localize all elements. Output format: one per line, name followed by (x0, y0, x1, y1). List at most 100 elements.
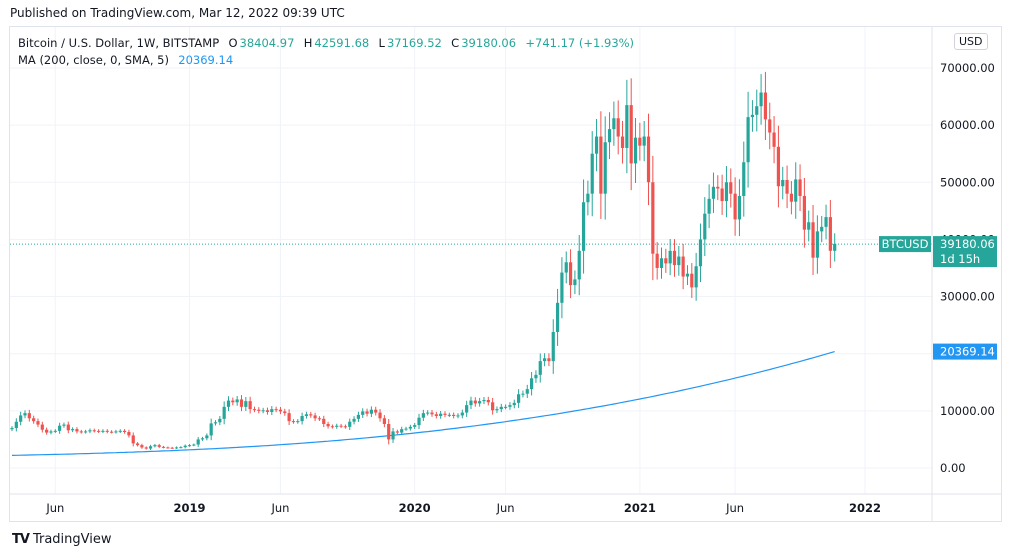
candle-body (525, 389, 529, 394)
candle-body (789, 193, 793, 202)
candle-body (105, 430, 109, 432)
candle (724, 166, 729, 218)
footer: TV TradingView (12, 532, 111, 547)
candle (794, 162, 798, 219)
candle-body (200, 438, 205, 440)
candle (309, 411, 313, 418)
candle (530, 371, 534, 396)
candle (19, 411, 23, 426)
candle (465, 400, 469, 417)
candle (616, 100, 620, 155)
candle (343, 424, 348, 429)
candle-body (811, 222, 815, 258)
y-tick-label: 60000.00 (940, 118, 995, 132)
candle (23, 410, 27, 419)
candle-body (109, 431, 114, 433)
candle (577, 234, 581, 296)
candle (161, 445, 166, 449)
candle (153, 443, 157, 448)
candle (651, 155, 655, 281)
candle-body (802, 195, 806, 230)
candle-body (755, 106, 759, 115)
candle (144, 446, 148, 450)
candle (278, 407, 283, 415)
candle-body (330, 426, 335, 428)
candle (300, 412, 304, 425)
candle-body (538, 361, 542, 375)
candle-body (79, 431, 83, 433)
candle (720, 174, 724, 215)
candle-body (71, 429, 75, 431)
candle-body (296, 421, 300, 423)
candle-body (144, 447, 148, 449)
candle (127, 429, 131, 438)
candle-body (638, 137, 642, 146)
candle (157, 443, 161, 449)
y-tick-label: 70000.00 (940, 61, 995, 75)
candle (53, 429, 57, 434)
candle-body (542, 358, 547, 362)
candle-body (122, 430, 127, 432)
candle-body (642, 136, 646, 146)
candle (239, 395, 244, 412)
candle-body (742, 162, 746, 196)
candle (759, 74, 763, 125)
candle (49, 429, 53, 435)
candle (378, 409, 382, 422)
legend-high: 42591.68 (314, 36, 370, 50)
candle-body (97, 430, 101, 432)
candle-body (235, 399, 239, 403)
candle (517, 389, 521, 408)
x-tick-label: Jun (725, 501, 744, 515)
footer-brand[interactable]: TradingView (32, 532, 112, 547)
candle-body (612, 118, 616, 130)
legend-ma-row[interactable]: MA (200, close, 0, SMA, 5) 20369.14 (18, 52, 636, 69)
candle (261, 407, 265, 414)
candle-body (594, 136, 599, 154)
candle-body (369, 409, 373, 414)
candle-body (434, 414, 438, 416)
candle-body (361, 411, 365, 415)
candle (352, 416, 356, 425)
candle-body (322, 418, 326, 424)
candle (166, 446, 170, 449)
candle-body (101, 430, 105, 432)
candle-body (261, 410, 265, 412)
candle (287, 409, 291, 426)
candle-body (421, 413, 425, 418)
candle-body (339, 425, 343, 427)
candle-body (417, 417, 421, 426)
legend-high-label: H (303, 36, 313, 50)
candle (820, 216, 824, 243)
candle-body (209, 423, 213, 436)
candle-body (616, 118, 620, 137)
currency-button[interactable]: USD (954, 33, 988, 50)
candle (348, 418, 352, 430)
candle (192, 443, 196, 447)
candle-body (66, 424, 70, 431)
candle (833, 233, 837, 262)
candle (97, 429, 101, 434)
candle (681, 243, 685, 290)
candle (755, 89, 759, 132)
y-tick-label: 50000.00 (940, 175, 995, 189)
legend-symbol-row: Bitcoin / U.S. Dollar, 1W, BITSTAMP O 384… (18, 35, 636, 52)
candle-body (231, 400, 235, 403)
candle-body (737, 195, 742, 220)
candle (135, 442, 140, 447)
candle-body (447, 414, 451, 416)
candle (62, 422, 66, 428)
candle-body (252, 409, 257, 411)
candle (244, 397, 248, 411)
legend-close: 39180.06 (461, 36, 517, 50)
candle-body (404, 428, 408, 430)
legend-low: 37169.52 (386, 36, 442, 50)
candle (495, 406, 499, 413)
candle (594, 118, 599, 172)
candle (525, 384, 529, 399)
candle-body (452, 414, 456, 416)
x-tick-label: 2022 (849, 501, 881, 515)
candle (118, 429, 122, 434)
candle (729, 168, 733, 208)
